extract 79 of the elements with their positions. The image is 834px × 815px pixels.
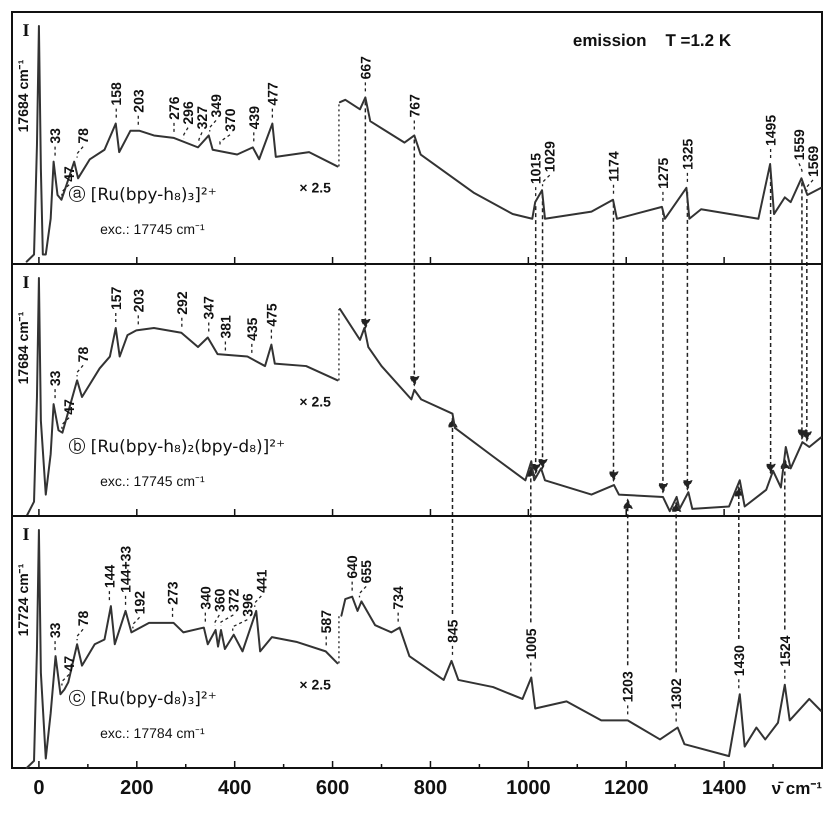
- annotation: 327: [194, 106, 210, 130]
- annotation: 435: [244, 317, 260, 341]
- annotation: exc.: 17784 cm⁻¹: [100, 725, 206, 741]
- annotation: 1430: [730, 644, 747, 676]
- annotation: 296: [180, 101, 196, 125]
- annotation: × 2.5: [299, 179, 332, 196]
- annotation: 1302: [668, 678, 684, 710]
- annotation: 276: [166, 96, 182, 120]
- annotation: 441: [253, 569, 270, 593]
- x-tick-label: 200: [120, 777, 154, 799]
- annotation: 381: [217, 314, 234, 339]
- annotation: 47: [61, 166, 78, 182]
- y-axis-title: I: [22, 20, 30, 40]
- annotation: 144: [101, 564, 118, 588]
- annotation: 273: [164, 581, 181, 605]
- x-tick-label: 0: [33, 777, 44, 799]
- x-tick-label: 400: [218, 777, 252, 799]
- annotation: 1029: [542, 140, 558, 172]
- x-tick-label: 600: [316, 777, 350, 799]
- annotation: 78: [75, 346, 92, 362]
- annotation: 1325: [679, 138, 696, 170]
- x-tick-label: 1400: [702, 777, 746, 799]
- annotation: 347: [200, 296, 217, 320]
- annotation: 370: [222, 108, 238, 132]
- annotation: exc.: 17745 cm⁻¹: [100, 221, 206, 237]
- annotation: 845: [444, 619, 460, 643]
- annotation: 734: [390, 586, 406, 610]
- text: ⓐ [Ru(bpy-h₈)₃]²⁺: [68, 185, 217, 205]
- annotation: 158: [108, 82, 124, 106]
- annotation: 33: [47, 370, 64, 386]
- annotation: exc.: 17745 cm⁻¹: [100, 473, 206, 489]
- annotation: 203: [130, 288, 146, 312]
- annotation: 47: [61, 398, 78, 415]
- annotation: 47: [61, 656, 78, 672]
- annotation: 587: [318, 610, 334, 634]
- annotation: 33: [47, 128, 64, 144]
- x-axis-title: ν̄ cm⁻¹: [772, 779, 822, 798]
- annotation: 767: [406, 94, 422, 118]
- annotation: 475: [263, 303, 280, 327]
- annotation: 144+33: [118, 546, 134, 593]
- annotation: 1569: [805, 146, 821, 177]
- annotation: 292: [174, 291, 190, 315]
- annotation: 78: [75, 128, 92, 144]
- annotation: 17684 cm⁻¹: [15, 59, 31, 132]
- annotation: 78: [75, 610, 92, 626]
- annotation: 477: [264, 82, 280, 106]
- annotation: 655: [358, 560, 374, 584]
- annotation: 640: [344, 555, 360, 579]
- y-axis-title: I: [22, 272, 30, 292]
- annotation: 667: [357, 56, 374, 80]
- annotation: × 2.5: [299, 393, 332, 410]
- y-axis-title: I: [22, 524, 30, 544]
- annotation: 372: [225, 588, 242, 612]
- annotation: 1275: [654, 158, 671, 189]
- text: ⓑ [Ru(bpy-h₈)₂(bpy-d₈)]²⁺: [68, 437, 286, 457]
- x-tick-label: 800: [414, 777, 448, 799]
- annotation: 396: [239, 593, 256, 617]
- annotation: 192: [132, 590, 148, 614]
- annotation: 1005: [522, 628, 539, 660]
- annotation: 439: [246, 106, 262, 130]
- x-tick-label: 1000: [506, 777, 551, 799]
- annotation: 33: [47, 622, 64, 638]
- chart-title: emission T =1.2 K: [572, 31, 732, 50]
- annotation: × 2.5: [299, 676, 332, 692]
- annotation: 349: [208, 94, 224, 118]
- annotation: 17724 cm⁻¹: [15, 563, 31, 636]
- annotation: 360: [211, 588, 228, 612]
- annotation: 1174: [606, 151, 622, 182]
- annotation: 17684 cm⁻¹: [15, 311, 31, 384]
- x-tick-label: 1200: [604, 777, 648, 799]
- annotation: 1203: [620, 671, 636, 702]
- annotation: 340: [197, 586, 214, 610]
- annotation: 157: [108, 286, 124, 310]
- annotation: 1015: [528, 152, 544, 184]
- annotation: 203: [130, 89, 146, 113]
- annotation: 1524: [776, 635, 793, 667]
- annotation: 1559: [791, 128, 807, 160]
- text: ⓒ [Ru(bpy-d₈)₃]²⁺: [68, 689, 217, 709]
- annotation: 1495: [762, 114, 779, 146]
